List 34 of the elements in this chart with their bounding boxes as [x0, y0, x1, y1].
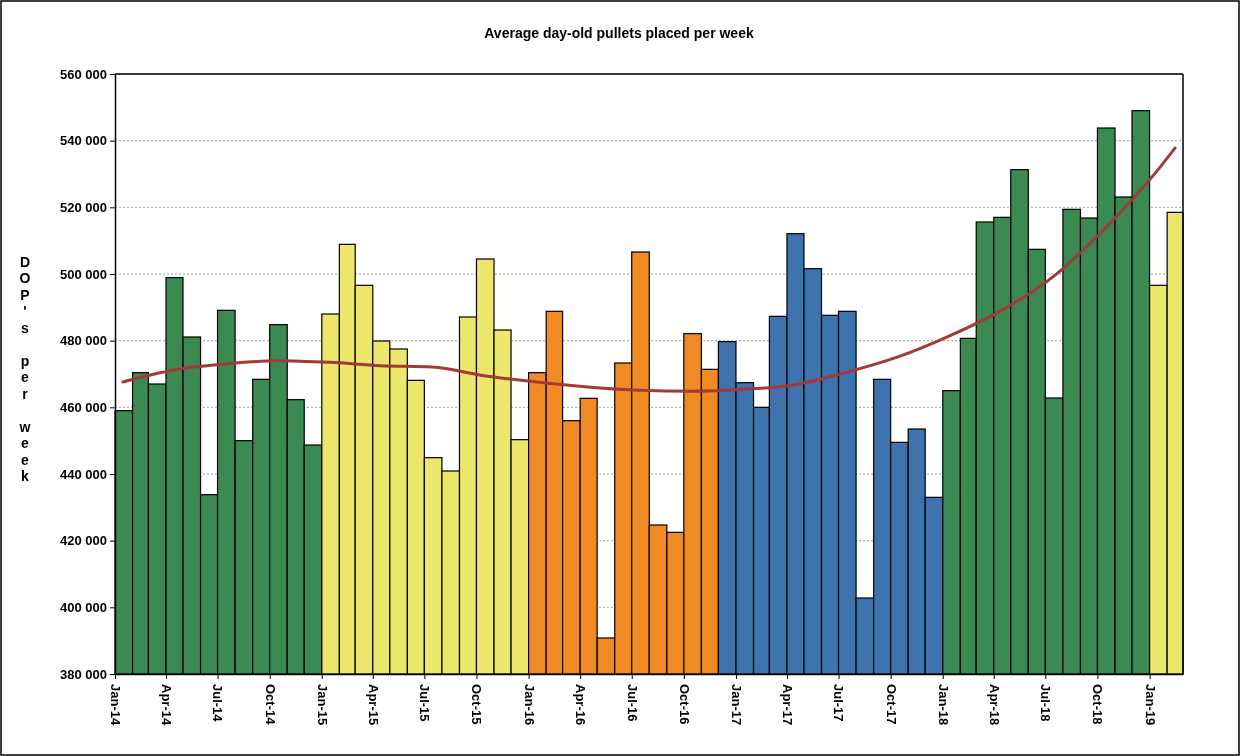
- x-tick-label: Jul-18: [1038, 684, 1054, 722]
- x-tick-label: Jul-15: [417, 684, 433, 722]
- x-tick-label: Oct-17: [883, 684, 899, 725]
- y-tick-label: 440 000: [60, 466, 107, 482]
- x-tick-label: Apr-14: [158, 684, 174, 726]
- x-tick-label: Jan-16: [521, 684, 537, 726]
- x-tick-label: Apr-15: [365, 684, 381, 726]
- x-tick-label: Jul-17: [831, 684, 847, 722]
- x-tick-label: Apr-18: [986, 684, 1002, 726]
- x-tick-label: Apr-16: [573, 684, 589, 726]
- y-tick-label: 560 000: [60, 66, 107, 82]
- x-tick-label: Apr-17: [779, 684, 795, 726]
- y-tick-label: 460 000: [60, 399, 107, 415]
- line-series: [121, 146, 1177, 393]
- y-tick-label: 540 000: [60, 133, 107, 149]
- text: DOP's per week: [19, 253, 31, 485]
- x-tick-label: Oct-18: [1090, 684, 1106, 725]
- x-tick-label: Oct-16: [676, 684, 692, 725]
- x-tick-label: Jan-15: [314, 684, 330, 726]
- y-tick-label: 500 000: [60, 266, 107, 282]
- x-tick-label: Jan-17: [728, 684, 744, 726]
- x-tick-label: Jan-14: [107, 684, 123, 726]
- x-tick-label: Jan-18: [935, 684, 951, 726]
- y-tick-label: 520 000: [60, 199, 107, 215]
- y-tick-label: 480 000: [60, 333, 107, 349]
- x-tick-label: Jul-14: [210, 684, 226, 723]
- chart-title: Average day-old pullets placed per week: [484, 25, 754, 41]
- x-tick-label: Jan-19: [1142, 684, 1158, 726]
- x-tick-label: Oct-14: [262, 684, 278, 726]
- x-tick-label: Oct-15: [469, 684, 485, 725]
- y-tick-label: 420 000: [60, 533, 107, 549]
- y-tick-label: 380 000: [60, 666, 107, 682]
- y-tick-label: 400 000: [60, 599, 107, 615]
- x-tick-label: Jul-16: [624, 684, 640, 722]
